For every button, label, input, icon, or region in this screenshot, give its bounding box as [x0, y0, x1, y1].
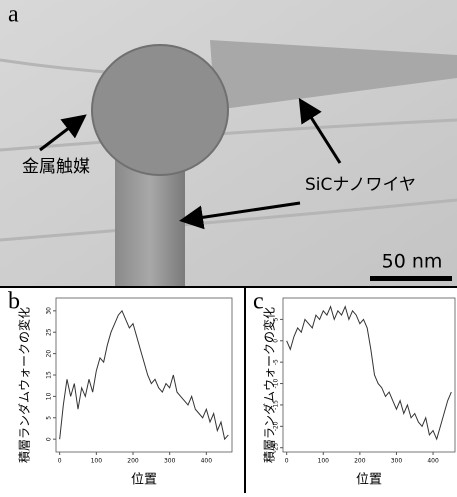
- x-tick-label: 400: [201, 458, 213, 465]
- plot-frame: [283, 298, 455, 452]
- y-axis-label: 積層ランダムウォークの変化: [262, 307, 277, 463]
- x-tick-label: 300: [391, 458, 403, 465]
- x-tick-label: 0: [285, 458, 289, 465]
- y-tick-label: 30: [46, 307, 53, 315]
- y-tick-label: 25: [46, 328, 53, 336]
- plot-frame: [56, 298, 232, 452]
- y-tick-label: 0: [46, 437, 53, 441]
- scale-bar-label: 50 nm: [382, 251, 443, 273]
- annotation: SiCナノワイヤ: [305, 175, 416, 195]
- figure: a 金属触媒 SiCナノワイヤ 50 nm b01002003004000510…: [0, 0, 457, 493]
- scale-bar: [370, 276, 452, 281]
- y-tick-label: 10: [46, 392, 53, 400]
- tem-image: a 金属触媒 SiCナノワイヤ 50 nm: [0, 0, 457, 287]
- page: a 金属触媒 SiCナノワイヤ 50 nm b01002003004000510…: [0, 0, 457, 497]
- x-tick-label: 100: [318, 458, 330, 465]
- panel-label: a: [8, 2, 19, 28]
- annotation: 金属触媒: [22, 157, 90, 177]
- y-axis-label: 積層ランダムウォークの変化: [17, 307, 32, 463]
- y-tick-label: 20: [46, 350, 53, 358]
- y-tick-label: 15: [46, 371, 53, 379]
- catalyst: [92, 45, 228, 175]
- x-axis-label: 位置: [131, 473, 157, 488]
- y-tick-label: 5: [46, 416, 53, 420]
- x-tick-label: 100: [91, 458, 103, 465]
- data-line: [287, 307, 452, 440]
- x-tick-label: 0: [58, 458, 62, 465]
- x-tick-label: 200: [354, 458, 366, 465]
- x-tick-label: 200: [127, 458, 139, 465]
- x-tick-label: 300: [164, 458, 176, 465]
- x-tick-label: 400: [427, 458, 439, 465]
- data-line: [60, 311, 229, 439]
- x-axis-label: 位置: [356, 473, 382, 488]
